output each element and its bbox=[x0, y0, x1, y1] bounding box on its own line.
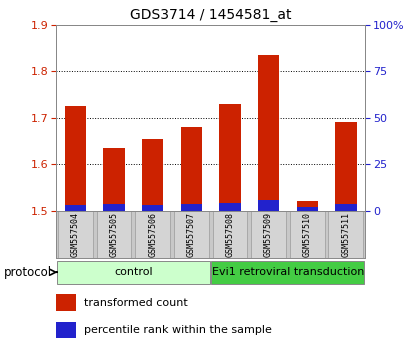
Text: GSM557508: GSM557508 bbox=[225, 212, 234, 257]
Bar bbox=[97, 211, 132, 258]
Text: GSM557507: GSM557507 bbox=[187, 212, 196, 257]
Bar bbox=[335, 204, 356, 211]
Text: GSM557510: GSM557510 bbox=[303, 212, 312, 257]
Bar bbox=[181, 127, 202, 211]
Bar bbox=[212, 211, 247, 258]
Title: GDS3714 / 1454581_at: GDS3714 / 1454581_at bbox=[130, 8, 291, 22]
Bar bbox=[142, 139, 163, 211]
Bar bbox=[56, 321, 76, 338]
Text: control: control bbox=[114, 267, 153, 277]
Bar bbox=[290, 211, 325, 258]
Bar bbox=[57, 261, 210, 284]
Bar bbox=[258, 200, 279, 211]
Bar bbox=[219, 104, 241, 211]
Bar bbox=[258, 55, 279, 211]
Text: GSM557506: GSM557506 bbox=[148, 212, 157, 257]
Text: GSM557511: GSM557511 bbox=[342, 212, 350, 257]
Bar bbox=[251, 211, 286, 258]
Text: percentile rank within the sample: percentile rank within the sample bbox=[84, 325, 272, 335]
Text: GSM557509: GSM557509 bbox=[264, 212, 273, 257]
Bar bbox=[174, 211, 209, 258]
Bar bbox=[142, 205, 163, 211]
Bar bbox=[135, 211, 170, 258]
Bar bbox=[297, 201, 318, 211]
Bar bbox=[297, 207, 318, 211]
Text: protocol: protocol bbox=[4, 266, 52, 279]
Text: GSM557505: GSM557505 bbox=[110, 212, 119, 257]
Text: GSM557504: GSM557504 bbox=[71, 212, 80, 257]
Bar bbox=[329, 211, 363, 258]
Bar bbox=[56, 295, 76, 312]
Bar bbox=[65, 205, 86, 211]
Bar bbox=[181, 204, 202, 211]
Bar bbox=[211, 261, 364, 284]
Text: transformed count: transformed count bbox=[84, 298, 188, 308]
Bar bbox=[58, 211, 93, 258]
Bar bbox=[335, 122, 356, 211]
Bar bbox=[103, 204, 124, 211]
Bar bbox=[219, 203, 241, 211]
Text: Evi1 retroviral transduction: Evi1 retroviral transduction bbox=[212, 267, 364, 277]
Bar bbox=[65, 106, 86, 211]
Bar bbox=[103, 148, 124, 211]
